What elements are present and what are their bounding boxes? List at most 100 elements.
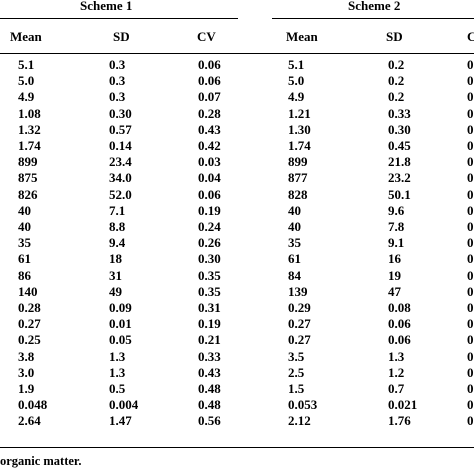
table-cell: 1.21 xyxy=(288,105,311,121)
table-cell: 0 xyxy=(467,105,474,121)
table-bottom-rule xyxy=(0,447,474,448)
table-cell: 0.56 xyxy=(198,413,221,429)
table-cell: 21.8 xyxy=(388,154,411,170)
table-cell: 0.19 xyxy=(198,202,221,218)
group-underline-scheme-1 xyxy=(0,18,238,19)
table-cell: 40 xyxy=(18,219,31,234)
table-cell: 5.0 xyxy=(288,73,305,89)
table-cell: 0.35 xyxy=(198,283,221,299)
table-cell: 47 xyxy=(388,283,401,299)
table-cell: 5.1 xyxy=(18,57,35,72)
table-cell: 0.3 xyxy=(109,89,126,105)
table-cell: 0 xyxy=(467,57,474,72)
table-cell: 0 xyxy=(467,283,474,299)
table-cell: 0 xyxy=(467,202,474,218)
table-cell: 0 xyxy=(467,138,474,153)
table-cell: 0 xyxy=(467,235,474,251)
table-cell: 0 xyxy=(467,154,474,170)
table-cell: 0 xyxy=(467,170,474,186)
table-cell: 84 xyxy=(288,267,301,283)
table-cell: 4.9 xyxy=(288,89,305,105)
table-cell: 0.01 xyxy=(109,316,132,332)
table-cell: 86 xyxy=(18,267,31,283)
table-cell: 0 xyxy=(467,186,474,202)
table-cell: 826 xyxy=(18,186,38,202)
table-cell: 0.06 xyxy=(198,57,221,72)
table-cell: 0.43 xyxy=(198,364,221,380)
table-cell: 0.21 xyxy=(198,332,221,348)
table-cell: 0.33 xyxy=(388,105,411,121)
table-cell: 50.1 xyxy=(388,186,411,202)
table-cell: 0.021 xyxy=(388,397,418,413)
table-cell: 0 xyxy=(467,300,474,315)
table-cell: 19 xyxy=(388,267,401,283)
table-cell: 1.2 xyxy=(388,364,405,380)
table-cell: 0.004 xyxy=(109,397,139,413)
table-cell: 140 xyxy=(18,283,38,299)
table-cell: 61 xyxy=(288,251,301,267)
table-cell: 0 xyxy=(467,332,474,348)
column-header: SD xyxy=(113,29,130,44)
table-cell: 0 xyxy=(467,381,474,396)
table-cell: 0.053 xyxy=(288,397,318,413)
table-cell: 7.1 xyxy=(109,202,126,218)
table-cell: 0.2 xyxy=(388,89,405,105)
table-cell: 0.27 xyxy=(18,316,41,332)
table-cell: 0.42 xyxy=(198,138,221,153)
column-header: Mean xyxy=(286,29,318,44)
table-cell: 899 xyxy=(288,154,308,170)
table-cell: 0.30 xyxy=(198,251,221,267)
table-cell: 0.25 xyxy=(18,332,41,348)
table-cell: 49 xyxy=(109,283,122,299)
table-cell: 1.32 xyxy=(18,121,41,137)
table-cell: 0 xyxy=(467,413,474,429)
table-cell: 0.09 xyxy=(109,300,132,315)
table-cell: 828 xyxy=(288,186,308,202)
table-cell: 139 xyxy=(288,283,308,299)
table-cell: 0 xyxy=(467,397,474,413)
table-cell: 5.0 xyxy=(18,73,35,89)
table-cell: 5.1 xyxy=(288,57,305,72)
table-cell: 1.08 xyxy=(18,105,41,121)
table-cell: 0.06 xyxy=(198,186,221,202)
table-cell: 0.28 xyxy=(198,105,221,121)
column-header: CV xyxy=(197,29,216,44)
table-cell: 1.74 xyxy=(18,138,41,153)
table-cell: 40 xyxy=(18,202,31,218)
table-cell: 0.06 xyxy=(388,332,411,348)
table-cell: 0.048 xyxy=(18,397,48,413)
table-cell: 0.27 xyxy=(288,316,311,332)
table-cell: 0.33 xyxy=(198,348,221,364)
table-cell: 0 xyxy=(467,121,474,137)
table-cell: 1.47 xyxy=(109,413,132,429)
table-cell: 1.3 xyxy=(109,364,126,380)
table-cell: 8.8 xyxy=(109,219,126,234)
table-cell: 40 xyxy=(288,202,301,218)
table-cell: 0.06 xyxy=(388,316,411,332)
table-cell: 40 xyxy=(288,219,301,234)
table-cell: 0.05 xyxy=(109,332,132,348)
table-cell: 7.8 xyxy=(388,219,405,234)
table-cell: 0.45 xyxy=(388,138,411,153)
table-cell: 9.6 xyxy=(388,202,405,218)
header-rule xyxy=(0,53,474,54)
table-cell: 0.26 xyxy=(198,235,221,251)
table-cell: 0 xyxy=(467,267,474,283)
group-header-scheme-2: Scheme 2 xyxy=(348,0,401,13)
table-cell: 0.3 xyxy=(109,57,126,72)
table-cell: 0.43 xyxy=(198,121,221,137)
table-cell: 35 xyxy=(18,235,31,251)
group-header-scheme-1: Scheme 1 xyxy=(80,0,133,13)
table-cell: 1.3 xyxy=(109,348,126,364)
table-cell: 877 xyxy=(288,170,308,186)
column-header: Mean xyxy=(10,29,42,44)
table-cell: 1.3 xyxy=(388,348,405,364)
table-footnote: organic matter. xyxy=(0,454,82,468)
table-cell: 34.0 xyxy=(109,170,132,186)
table-cell: 0.19 xyxy=(198,316,221,332)
table-cell: 23.4 xyxy=(109,154,132,170)
table-cell: 31 xyxy=(109,267,122,283)
table-cell: 0 xyxy=(467,89,474,105)
table-cell: 52.0 xyxy=(109,186,132,202)
